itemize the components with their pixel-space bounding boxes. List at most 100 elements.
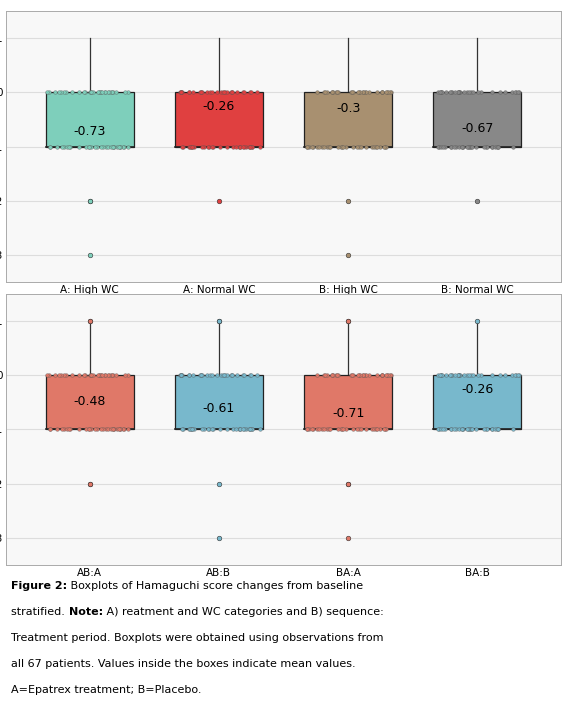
Point	[235, 141, 244, 152]
Point	[466, 423, 475, 435]
Point	[494, 423, 503, 435]
Point	[464, 423, 473, 435]
Text: -0.26: -0.26	[203, 100, 235, 113]
Point	[436, 423, 445, 435]
Point	[462, 423, 471, 435]
Point	[95, 369, 104, 381]
Point	[493, 141, 502, 152]
Point	[353, 86, 362, 98]
Point	[347, 369, 356, 381]
Point	[108, 141, 117, 152]
Point	[488, 141, 497, 152]
Point	[119, 423, 128, 435]
Point	[381, 423, 390, 435]
Point	[64, 141, 73, 152]
Point	[236, 423, 245, 435]
Point	[373, 141, 382, 152]
Point	[184, 369, 193, 381]
Point	[52, 423, 61, 435]
Point	[104, 369, 113, 381]
Point	[361, 86, 370, 98]
Point	[59, 423, 68, 435]
Point	[85, 315, 94, 327]
Point	[87, 423, 96, 435]
Point	[434, 423, 443, 435]
Point	[228, 86, 237, 98]
Point	[446, 141, 455, 152]
Point	[175, 369, 184, 381]
Point	[492, 423, 501, 435]
Point	[386, 369, 395, 381]
Point	[197, 369, 206, 381]
Point	[481, 423, 490, 435]
Point	[509, 141, 518, 152]
Point	[226, 369, 235, 381]
Point	[90, 423, 99, 435]
Point	[501, 86, 510, 98]
Point	[52, 141, 61, 152]
Point	[339, 141, 348, 152]
Point	[96, 423, 105, 435]
Point	[375, 141, 384, 152]
Text: -0.48: -0.48	[74, 394, 106, 407]
Point	[355, 86, 364, 98]
Point	[355, 423, 364, 435]
Point	[187, 141, 196, 152]
Point	[434, 86, 443, 98]
Point	[184, 86, 193, 98]
Point	[94, 86, 103, 98]
Point	[95, 86, 104, 98]
Point	[327, 86, 336, 98]
Point	[457, 141, 466, 152]
Text: -0.73: -0.73	[74, 125, 106, 138]
Point	[196, 86, 205, 98]
Point	[435, 86, 445, 98]
Point	[112, 423, 121, 435]
Point	[379, 423, 388, 435]
Point	[213, 369, 222, 381]
Point	[96, 369, 105, 381]
Point	[234, 423, 243, 435]
Point	[223, 86, 232, 98]
Point	[459, 141, 468, 152]
Point	[487, 369, 496, 381]
Point	[304, 141, 314, 152]
Point	[386, 86, 395, 98]
Point	[463, 369, 472, 381]
Point	[436, 86, 445, 98]
Point	[344, 195, 353, 207]
Point	[214, 532, 223, 544]
Point	[344, 249, 353, 261]
Point	[246, 141, 255, 152]
Point	[467, 369, 476, 381]
Text: Note:: Note:	[69, 607, 103, 617]
Point	[231, 423, 240, 435]
Point	[332, 369, 341, 381]
Point	[434, 369, 443, 381]
Point	[109, 141, 118, 152]
Point	[473, 195, 482, 207]
Point	[233, 86, 242, 98]
Text: stratified.: stratified.	[11, 607, 69, 617]
Point	[185, 141, 194, 152]
Point	[177, 369, 187, 381]
Point	[386, 369, 395, 381]
Point	[446, 141, 455, 152]
Point	[217, 86, 226, 98]
Point	[54, 86, 64, 98]
Point	[107, 86, 116, 98]
Point	[252, 86, 261, 98]
Point	[114, 423, 123, 435]
Point	[384, 369, 393, 381]
Point	[490, 423, 500, 435]
Point	[344, 532, 353, 544]
Point	[324, 423, 333, 435]
Point	[337, 141, 346, 152]
Point	[381, 141, 390, 152]
Point	[239, 86, 248, 98]
Point	[378, 86, 387, 98]
Point	[511, 86, 520, 98]
Point	[355, 141, 364, 152]
Point	[332, 369, 341, 381]
Point	[512, 86, 521, 98]
